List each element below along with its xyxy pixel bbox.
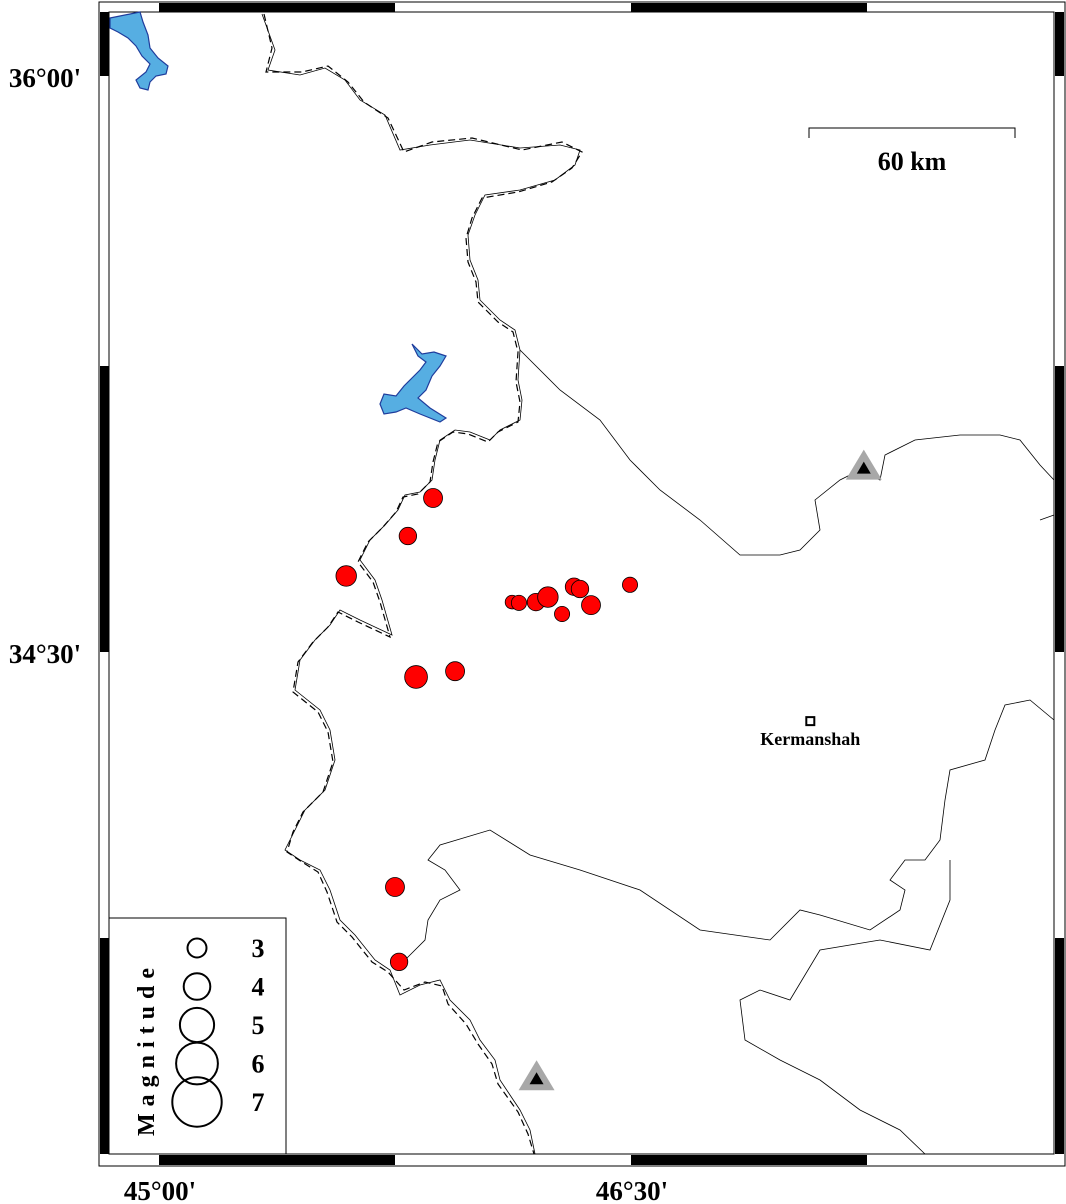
- lat-label-34-30: 34°30': [9, 639, 81, 669]
- earthquake-event: [537, 586, 559, 608]
- city-kermanshah: Kermanshah: [760, 716, 860, 749]
- lat-label-36-00: 36°00': [9, 63, 81, 93]
- borders: [261, 13, 1055, 1155]
- city-label: Kermanshah: [760, 729, 860, 749]
- events: [335, 488, 639, 972]
- earthquake-event: [404, 665, 428, 689]
- station-triangle-icon: [518, 1060, 555, 1091]
- lon-label-46-30: 46°30': [596, 1176, 668, 1204]
- legend-label: 3: [252, 934, 265, 963]
- earthquake-event: [445, 661, 465, 682]
- legend-circle: [171, 1076, 223, 1128]
- legend-label: 7: [252, 1088, 265, 1117]
- earthquake-event: [389, 952, 409, 972]
- legend-circle: [175, 1041, 219, 1086]
- station-triangle-icon: [845, 449, 882, 480]
- lake-middle: [379, 343, 448, 423]
- earthquake-event: [581, 595, 601, 616]
- earthquake-event: [554, 605, 571, 622]
- legend-label: 6: [252, 1050, 265, 1079]
- earthquake-event: [385, 877, 405, 897]
- legend-circle: [186, 937, 208, 959]
- earthquake-event: [510, 594, 527, 611]
- scale-bar: 60 km: [808, 127, 1016, 176]
- magnitude-legend: Magnitude 3 4 5 6 7: [108, 917, 287, 1155]
- lon-label-45-00: 45°00': [124, 1176, 196, 1204]
- earthquake-event: [398, 526, 418, 546]
- legend-label: 5: [252, 1011, 265, 1040]
- legend-label: 4: [252, 973, 265, 1002]
- earthquake-event: [335, 565, 357, 587]
- earthquake-event: [570, 579, 590, 599]
- earthquake-event: [622, 576, 639, 593]
- earthquake-event: [423, 488, 443, 508]
- stations: [518, 449, 882, 1091]
- city-marker: [805, 716, 816, 727]
- lake-top-left: [109, 11, 169, 91]
- scale-bar-label: 60 km: [878, 147, 947, 176]
- legend-circle: [182, 972, 212, 1001]
- legend-title: Magnitude: [134, 961, 160, 1136]
